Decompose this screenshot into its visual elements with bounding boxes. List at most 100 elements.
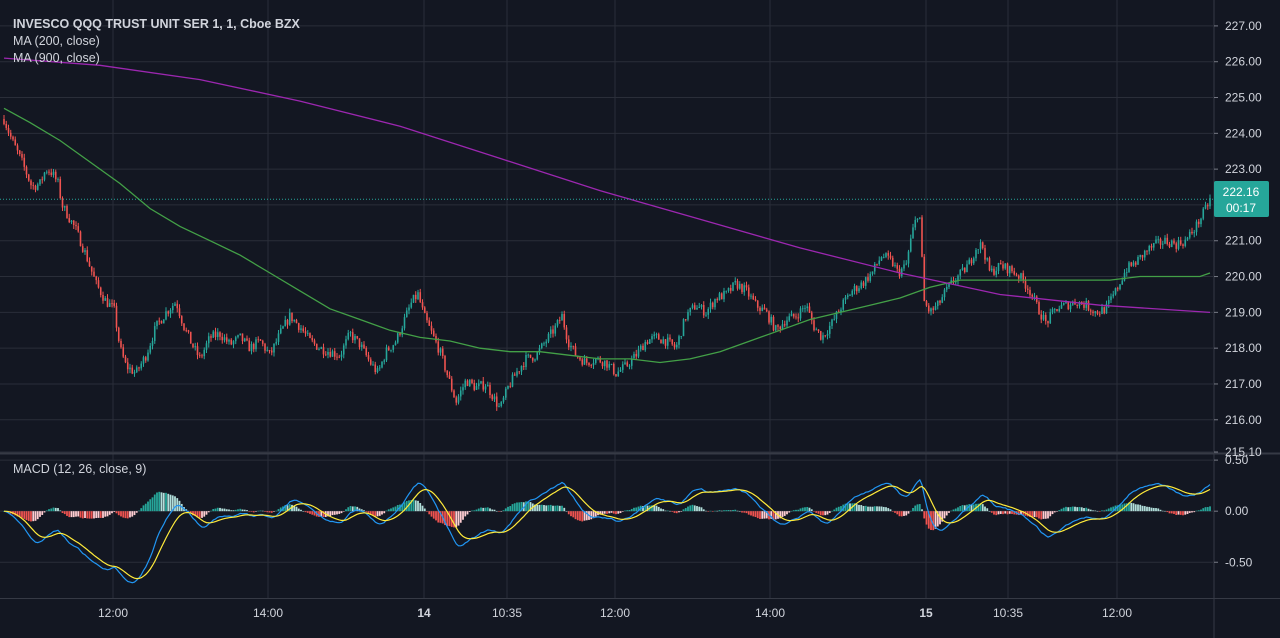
macd-histogram-bar: [66, 511, 68, 516]
candle-body: [691, 305, 694, 308]
macd-histogram-bar: [635, 507, 638, 512]
candle-body: [1015, 274, 1018, 276]
macd-histogram-bar: [538, 504, 541, 512]
candle-body: [412, 294, 415, 303]
macd-histogram-bar: [567, 511, 570, 515]
candle-body: [1166, 237, 1169, 245]
candle-body: [284, 319, 287, 327]
macd-histogram-bar: [309, 511, 311, 514]
candle-body: [221, 336, 224, 341]
macd-histogram-bar: [279, 507, 282, 512]
candle-body: [1152, 243, 1155, 248]
ma200-label[interactable]: MA (200, close): [13, 34, 100, 48]
macd-histogram-bar: [518, 502, 521, 512]
candle-body: [374, 364, 377, 372]
macd-histogram-bar: [21, 511, 23, 518]
macd-histogram-bar: [756, 511, 759, 519]
candle-body: [835, 311, 838, 319]
macd-histogram-bar: [421, 505, 424, 512]
candle-body: [45, 171, 48, 173]
macd-histogram-bar: [338, 511, 341, 514]
macd-histogram-bar: [453, 511, 455, 528]
candle-body: [869, 273, 872, 281]
candle-body: [608, 364, 611, 368]
candle-body: [675, 344, 678, 348]
candle-body: [1128, 262, 1130, 273]
macd-histogram-bar: [340, 511, 343, 514]
macd-histogram-bar: [439, 511, 442, 523]
macd-label[interactable]: MACD (12, 26, close, 9): [13, 462, 147, 476]
macd-histogram-bar: [158, 491, 161, 512]
candle-body: [513, 374, 516, 376]
macd-histogram-bar: [601, 511, 604, 515]
candle-body: [349, 332, 352, 334]
macd-histogram-bar: [1184, 511, 1187, 515]
macd-histogram-bar: [725, 510, 728, 512]
candle-body: [1177, 240, 1180, 249]
ma900-label[interactable]: MA (900, close): [13, 51, 100, 65]
macd-histogram-bar: [277, 509, 280, 512]
candle-body: [93, 271, 95, 277]
macd-histogram-bar: [1173, 511, 1175, 514]
candle-body: [851, 290, 854, 296]
candle-body: [106, 298, 109, 307]
candle-body: [903, 264, 905, 269]
candle-body: [813, 320, 815, 331]
macd-histogram-bar: [957, 507, 959, 512]
macd-histogram-bar: [772, 511, 775, 520]
candle-body: [1197, 221, 1200, 225]
time-axis-label: 12:00: [1102, 606, 1132, 620]
macd-histogram-bar: [934, 511, 937, 529]
macd-histogram-bar: [84, 511, 86, 519]
macd-histogram-bar: [1069, 507, 1072, 512]
candle-body: [662, 339, 665, 344]
candle-body: [309, 333, 311, 338]
macd-histogram-bar: [840, 506, 842, 512]
macd-histogram-bar: [1112, 506, 1115, 512]
macd-histogram-bar: [160, 492, 163, 512]
candle-body: [1155, 239, 1157, 244]
candle-body: [981, 242, 984, 249]
candle-body: [822, 335, 824, 340]
macd-histogram-bar: [390, 508, 392, 512]
candle-body: [1202, 208, 1205, 219]
macd-histogram-bar: [336, 511, 338, 515]
candle-body: [509, 385, 512, 387]
macd-histogram-bar: [448, 511, 451, 527]
candle-body: [858, 288, 860, 292]
price-axis-label: 226.00: [1225, 55, 1262, 69]
candle-body: [754, 299, 757, 301]
candle-body: [1085, 301, 1088, 308]
candle-body: [66, 206, 68, 219]
macd-histogram-bar: [167, 493, 170, 512]
candle-body: [592, 362, 595, 366]
macd-histogram-bar: [111, 511, 113, 514]
symbol-title[interactable]: INVESCO QQQ TRUST UNIT SER 1, 1, Cboe BZ…: [13, 17, 300, 31]
candle-body: [1143, 250, 1146, 258]
candle-body: [655, 334, 658, 336]
candle-body: [149, 345, 152, 353]
macd-histogram-bar: [680, 511, 683, 512]
macd-histogram-bar: [376, 511, 379, 517]
candle-body: [1186, 237, 1189, 240]
macd-histogram-bar: [862, 505, 865, 512]
macd-histogram-bar: [117, 511, 120, 516]
candle-body: [882, 256, 885, 258]
candle-body: [102, 294, 104, 301]
candle-body: [615, 374, 617, 377]
candle-body: [68, 218, 71, 223]
candle-body: [306, 333, 309, 334]
candle-body: [329, 352, 332, 357]
macd-histogram-bar: [646, 505, 649, 512]
macd-histogram-bar: [104, 511, 107, 517]
macd-histogram-bar: [1047, 511, 1049, 519]
candle-body: [849, 295, 851, 297]
macd-histogram-bar: [797, 509, 800, 512]
candle-body: [948, 283, 950, 287]
macd-histogram-bar: [369, 511, 372, 515]
candle-body: [160, 321, 163, 324]
candle-body: [684, 319, 687, 320]
macd-histogram-bar: [927, 511, 930, 529]
macd-histogram-bar: [300, 509, 302, 512]
